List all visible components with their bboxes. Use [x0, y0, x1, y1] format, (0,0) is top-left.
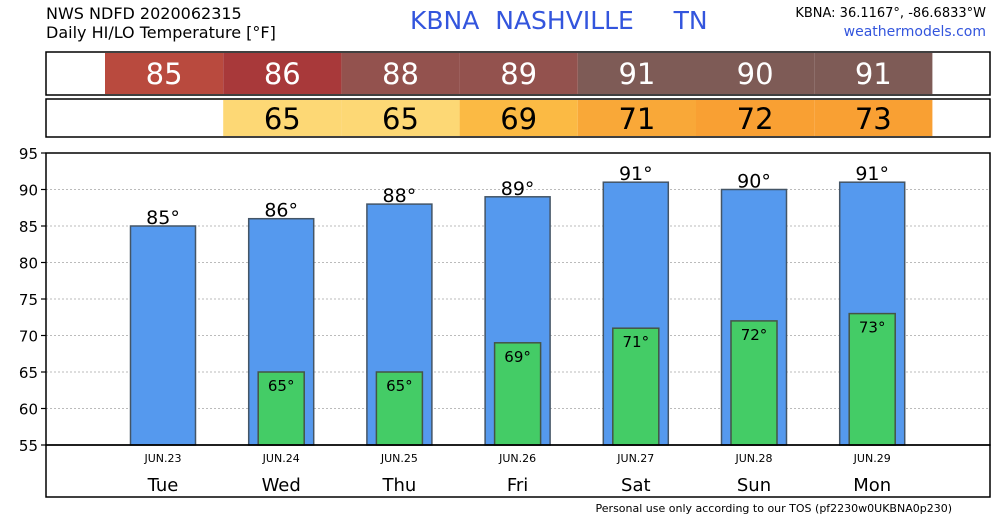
high-bar-label: 90°: [737, 171, 771, 193]
high-bar-label: 85°: [146, 207, 180, 229]
high-strip-value: 90: [737, 57, 774, 91]
low-bar-label: 72°: [741, 326, 768, 344]
site-link[interactable]: weathermodels.com: [843, 24, 986, 40]
low-strip-value: 69: [500, 102, 537, 136]
high-strip-cell: [105, 53, 224, 94]
model-run-label: NWS NDFD 2020062315: [46, 4, 242, 23]
high-strip-cell: [814, 53, 933, 94]
date-label: JUN.24: [262, 452, 300, 465]
high-strip-cell: [577, 53, 696, 94]
day-label: Wed: [262, 475, 301, 496]
y-tick-label: 60: [19, 401, 38, 419]
high-strip-value: 86: [264, 57, 301, 91]
header-left: NWS NDFD 2020062315 Daily HI/LO Temperat…: [46, 4, 276, 42]
low-strip-value: 65: [264, 102, 301, 136]
labels: JUN.23 Tue JUN.24 Wed JUN.25 Thu JUN.26 Fri JUN.…: [143, 452, 891, 496]
low-strip-value: 72: [737, 102, 774, 136]
high-bar-label: 91°: [855, 163, 889, 185]
low-bar: [493, 342, 542, 446]
low-bar-label: 65°: [386, 377, 413, 395]
low-strip-cell: [814, 100, 933, 136]
station-title: KBNA NASHVILLE TN: [410, 6, 708, 35]
low-bar-label: 65°: [268, 377, 295, 395]
date-frame: [45, 444, 991, 498]
high-bar-label: 88°: [383, 185, 417, 207]
high-temperature-strip: 85 86 88 89 91 90 91: [45, 51, 991, 96]
low-bar: [848, 312, 896, 446]
low-strip-cell: [696, 100, 815, 136]
y-tick-label: 70: [19, 328, 38, 346]
low-strip-value: 65: [382, 102, 419, 136]
high-strip-value: 88: [382, 57, 419, 91]
date-label: JUN.28: [734, 452, 772, 465]
high-strip-cell: [696, 53, 815, 94]
y-tick-label: 85: [19, 218, 38, 236]
y-tick-label: 90: [19, 182, 38, 200]
high-bar: [129, 225, 197, 446]
station-coordinates: KBNA: 36.1167°, -86.6833°W: [795, 6, 986, 21]
high-strip-value: 91: [855, 57, 892, 91]
high-strip-cell: [341, 53, 460, 94]
chart-title: Daily HI/LO Temperature [°F]: [46, 23, 276, 42]
high-strip-value: 85: [146, 57, 183, 91]
date-label: JUN.23: [143, 452, 181, 465]
day-label: Sat: [621, 475, 651, 496]
y-tick-label: 80: [19, 255, 38, 273]
date-label: JUN.27: [616, 452, 654, 465]
low-strip-cell: [459, 100, 578, 136]
high-strip-value: 89: [500, 57, 537, 91]
header-right: KBNA: 36.1167°, -86.6833°W weathermodels…: [795, 4, 986, 42]
y-tick-label: 65: [19, 364, 38, 382]
low-bar-label: 71°: [623, 333, 650, 351]
low-bar: [375, 371, 424, 446]
low-strip-value: 73: [855, 102, 892, 136]
high-strip-value: 91: [618, 57, 655, 91]
low-strip-cell: [577, 100, 696, 136]
low-temperature-strip: 65 65 69 71 72 73: [45, 98, 991, 138]
high-bar-label: 89°: [501, 178, 535, 200]
high-strip-cell: [459, 53, 578, 94]
date-label: JUN.25: [380, 452, 418, 465]
day-label: Sun: [737, 475, 771, 496]
low-bars: 65° 65° 69° 71° 72° 73°: [257, 312, 896, 446]
footer-note: Personal use only according to our TOS (…: [595, 502, 952, 515]
y-tick-label: 55: [19, 437, 38, 455]
date-label: JUN.29: [853, 452, 891, 465]
high-bar-label: 86°: [264, 200, 298, 222]
y-tick-label: 95: [19, 145, 38, 163]
low-bar-label: 69°: [504, 348, 531, 366]
high-strip-cell: [223, 53, 342, 94]
date-label: JUN.26: [498, 452, 536, 465]
low-strip-value: 71: [618, 102, 655, 136]
day-label: Thu: [381, 475, 416, 496]
low-bar-label: 73°: [859, 319, 886, 337]
high-bar-label: 91°: [619, 163, 653, 185]
low-bar: [612, 327, 660, 446]
low-strip-cell: [223, 100, 342, 136]
day-label: Fri: [507, 475, 528, 496]
low-bar: [257, 371, 305, 446]
axes: 55 60 65 70 75 80 85 90 95: [19, 145, 991, 498]
y-tick-label: 75: [19, 291, 38, 309]
low-strip-cell: [341, 100, 460, 136]
day-label: Mon: [853, 475, 891, 496]
day-label: Tue: [147, 475, 179, 496]
